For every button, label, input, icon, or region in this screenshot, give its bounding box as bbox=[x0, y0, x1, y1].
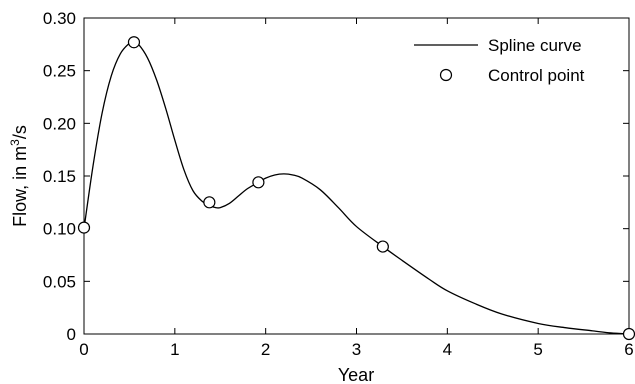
x-tick-label: 4 bbox=[443, 340, 452, 359]
y-axis-title-superscript: 3 bbox=[8, 139, 22, 146]
spline-curve-line bbox=[83, 41, 630, 335]
x-tick-label: 2 bbox=[261, 340, 270, 359]
y-axis-title-prefix: Flow, in m bbox=[10, 146, 30, 227]
control-point-marker bbox=[127, 36, 141, 49]
legend-label-spline-curve: Spline curve bbox=[488, 36, 582, 55]
control-point-marker bbox=[77, 221, 91, 234]
x-tick-label: 0 bbox=[79, 340, 88, 359]
y-tick-label: 0.15 bbox=[43, 167, 76, 186]
control-point-marker bbox=[376, 240, 389, 253]
y-tick-label: 0.30 bbox=[43, 9, 76, 28]
control-point-marker bbox=[252, 176, 265, 189]
x-tick-label: 5 bbox=[533, 340, 542, 359]
y-tick-label: 0 bbox=[67, 325, 76, 344]
y-tick-label: 0.20 bbox=[43, 114, 76, 133]
control-point-marker bbox=[622, 327, 635, 341]
legend-label-control-point: Control point bbox=[488, 66, 585, 85]
y-tick-label: 0.10 bbox=[43, 220, 76, 239]
x-axis: 0 1 2 3 4 5 6 bbox=[79, 18, 634, 359]
x-tick-label: 1 bbox=[170, 340, 179, 359]
y-axis-title: Flow, in m3/s bbox=[8, 125, 30, 227]
y-axis: 0 0.05 0.10 0.15 0.20 0.25 0.30 bbox=[43, 9, 629, 344]
x-axis-title: Year bbox=[338, 365, 374, 384]
series-layer bbox=[77, 36, 635, 341]
x-tick-label: 6 bbox=[624, 340, 633, 359]
control-point-marker bbox=[203, 196, 216, 209]
y-tick-label: 0.05 bbox=[43, 272, 76, 291]
legend-marker-swatch bbox=[439, 68, 453, 82]
y-tick-label: 0.25 bbox=[43, 62, 76, 81]
y-axis-title-suffix: /s bbox=[10, 125, 30, 139]
legend: Spline curve Control point bbox=[414, 36, 585, 85]
x-tick-label: 3 bbox=[352, 340, 361, 359]
